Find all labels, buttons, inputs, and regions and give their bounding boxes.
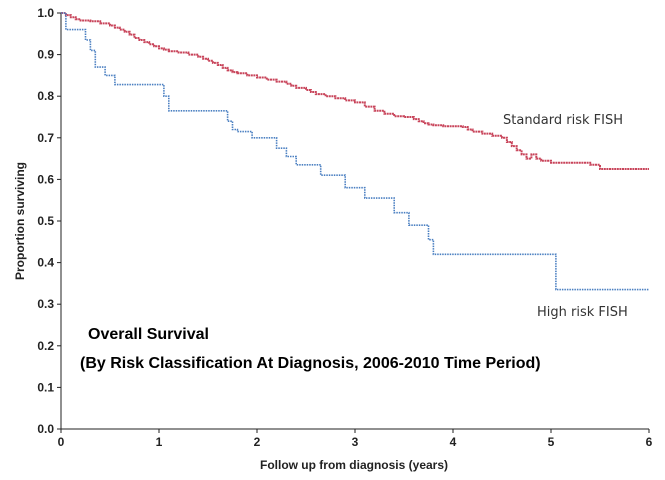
y-tick-label: 0.5 xyxy=(37,214,54,228)
x-tick-label: 0 xyxy=(58,435,65,449)
y-tick-label: 0.0 xyxy=(37,422,54,436)
x-tick-label: 2 xyxy=(254,435,261,449)
y-tick-label: 0.1 xyxy=(37,380,54,394)
x-tick-label: 1 xyxy=(156,435,163,449)
series-label-standard-risk: Standard risk FISH xyxy=(503,113,623,128)
y-tick-label: 0.7 xyxy=(37,131,54,145)
chart-subtitle: (By Risk Classification At Diagnosis, 20… xyxy=(80,355,541,372)
series-label-high-risk: High risk FISH xyxy=(537,305,628,320)
y-tick-label: 1.0 xyxy=(37,6,54,20)
x-tick-label: 6 xyxy=(646,435,653,449)
y-tick-label: 0.3 xyxy=(37,297,54,311)
chart-title: Overall Survival xyxy=(88,326,209,343)
y-tick-label: 0.4 xyxy=(37,256,54,270)
x-tick-label: 3 xyxy=(352,435,359,449)
y-tick-label: 0.9 xyxy=(37,48,54,62)
y-tick-label: 0.6 xyxy=(37,172,54,186)
y-tick-label: 0.2 xyxy=(37,339,54,353)
x-tick-label: 4 xyxy=(450,435,457,449)
y-axis-title: Proportion surviving xyxy=(13,162,27,280)
x-tick-label: 5 xyxy=(548,435,555,449)
series-line-standard-risk xyxy=(61,12,649,170)
series-line-high-risk xyxy=(61,12,649,291)
y-tick-label: 0.8 xyxy=(37,89,54,103)
plot-area: 0.0 0.1 0.2 0.3 0.4 0.5 0.6 0.7 0.8 0.9 1.0 0 1 2 3 4 5 6 xyxy=(37,6,652,449)
x-axis-title: Follow up from diagnosis (years) xyxy=(260,458,448,472)
